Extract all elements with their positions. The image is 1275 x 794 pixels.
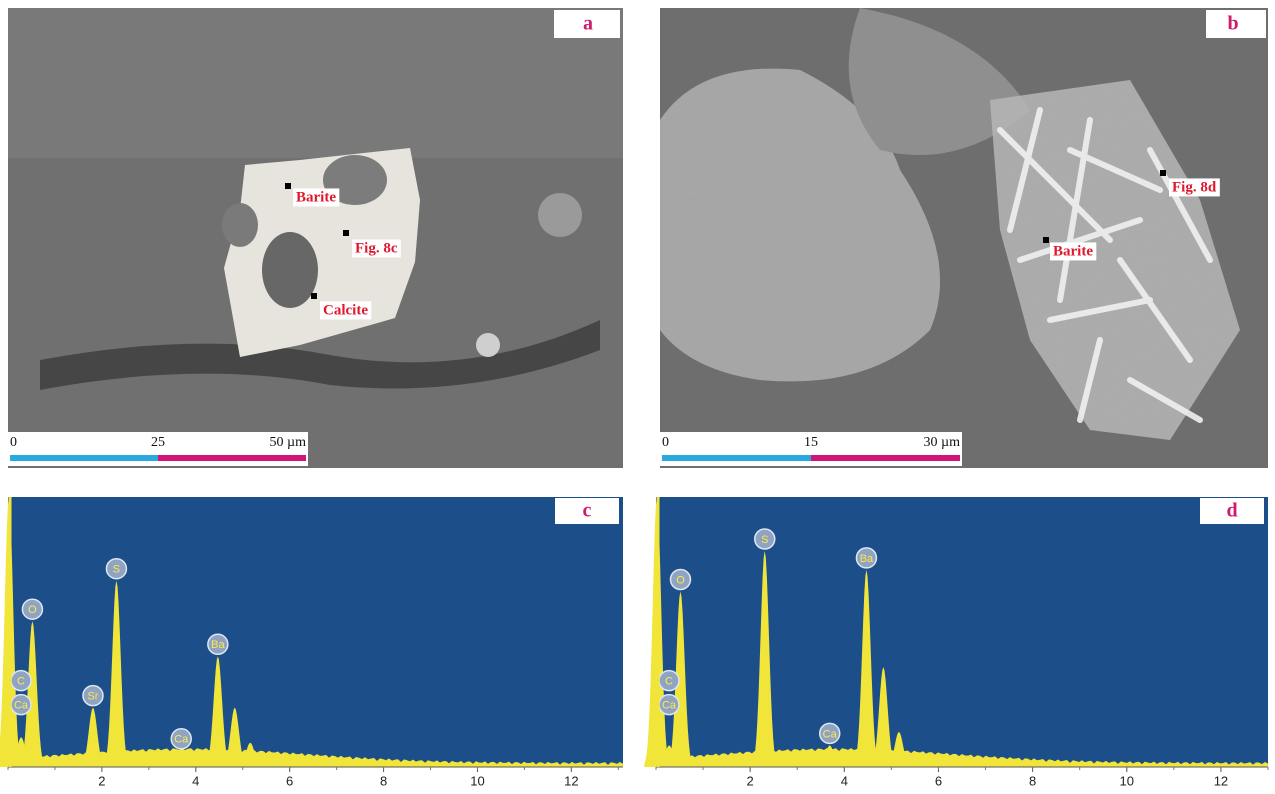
spectrum-background [656,497,1268,767]
x-tick-label: 4 [192,773,199,788]
annotation: Barite [296,189,336,205]
scale-bar-label: 25 [151,435,165,450]
scale-bar-label: 50 µm [270,435,307,450]
annotation: Barite [1053,243,1093,259]
sem-image-a [8,8,623,468]
peak-label: S [761,534,768,546]
scale-bar-segment [10,455,158,461]
x-tick-label: 12 [1214,773,1228,788]
x-tick-label: 8 [1029,773,1036,788]
x-tick-label: 2 [747,773,754,788]
peak-label: Sr [87,691,98,703]
scale-bar-label: 0 [10,435,17,450]
peak-label: Ca [14,700,29,712]
peak-label: O [676,574,685,586]
x-tick-label: 10 [1120,773,1134,788]
spectrum-background [8,497,623,767]
peak-label: Ba [211,639,225,651]
point-marker [343,230,349,236]
panel-letter: d [1226,500,1237,522]
x-tick-label: 8 [380,773,387,788]
peak-label: C [665,676,673,688]
panel-letter: b [1227,13,1238,35]
x-tick-label: 2 [98,773,105,788]
point-marker [1160,170,1166,176]
x-tick-label: 10 [470,773,484,788]
panel-letter: a [583,13,593,35]
x-tick-label: 12 [564,773,578,788]
annotation: Fig. 8c [355,240,398,256]
sem-image-b [660,8,1268,468]
scale-bar-label: 15 [804,435,818,450]
peak-label: O [28,604,37,616]
x-tick-label: 6 [935,773,942,788]
annotation: Calcite [323,302,368,318]
point-marker [1043,237,1049,243]
peak-label: Ca [174,734,189,746]
annotation: Fig. 8d [1172,179,1217,195]
point-marker [311,293,317,299]
peak-label: C [17,676,25,688]
x-tick-label: 4 [841,773,848,788]
scale-bar-segment [662,455,811,461]
scale-bar-segment [811,455,960,461]
peak-label: Ca [662,700,677,712]
x-tick-label: 6 [286,773,293,788]
scale-bar-segment [158,455,306,461]
panel-letter: c [583,500,592,522]
scale-bar-label: 30 µm [924,435,961,450]
peak-label: Ca [823,728,838,740]
peak-label: Ba [860,553,874,565]
figure: a 0 25 50 µm Barite Fig. 8c Calcite b 0 15 30 µm Fi… [0,0,1275,794]
point-marker [285,183,291,189]
peak-label: S [113,564,120,576]
scale-bar-label: 0 [662,435,669,450]
